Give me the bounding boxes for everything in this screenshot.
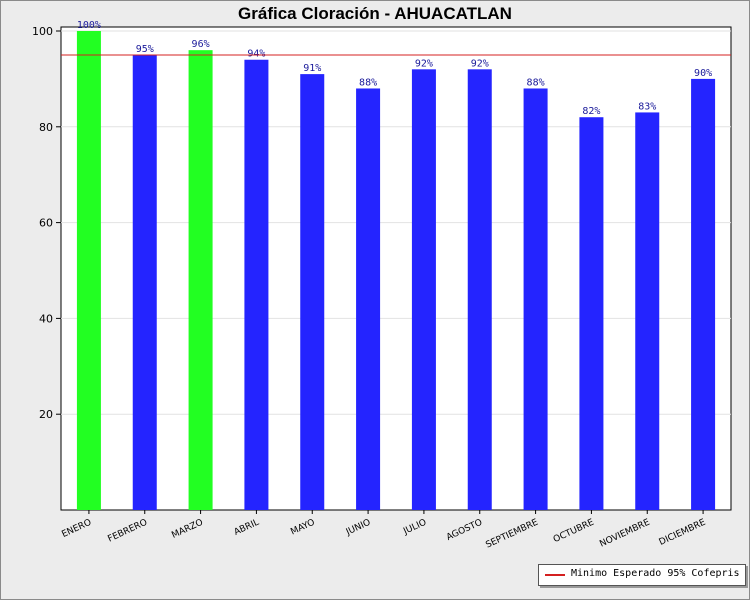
data-label: 83%: [638, 101, 656, 112]
data-label: 90%: [694, 68, 712, 79]
bar: [523, 88, 548, 510]
x-tick-label: SEPTIEMBRE: [484, 518, 540, 551]
x-tick-label: JUNIO: [344, 518, 372, 538]
data-label: 92%: [471, 58, 489, 69]
x-tick-label: AGOSTO: [445, 518, 484, 543]
x-tick-label: MARZO: [170, 518, 205, 541]
bar: [188, 50, 213, 510]
x-tick-label: ABRIL: [233, 518, 261, 538]
legend-line-swatch: [545, 574, 565, 576]
y-tick-label: 40: [39, 312, 53, 325]
x-axis: ENERO FEBRERO MARZO ABRIL MAYO JUNIO JULIO AGOS…: [60, 510, 708, 551]
data-label: 91%: [303, 63, 321, 74]
bar: [300, 74, 325, 511]
data-label: 88%: [359, 77, 377, 88]
grid-lines: [61, 30, 731, 415]
bar: [467, 69, 492, 510]
data-label: 88%: [527, 77, 545, 88]
bar: [691, 78, 716, 511]
data-label: 82%: [582, 106, 600, 117]
x-tick-label: MAYO: [289, 518, 316, 538]
bar: [132, 54, 157, 510]
y-tick-label: 60: [39, 217, 53, 230]
x-tick-label: NOVIEMBRE: [598, 518, 651, 550]
chart-title: Gráfica Cloración - AHUACATLAN: [238, 4, 512, 23]
x-tick-label: ENERO: [60, 518, 93, 540]
x-tick-label: FEBRERO: [106, 518, 149, 545]
y-tick-label: 100: [32, 25, 53, 38]
data-labels: 100% 95% 96% 94% 91% 88% 92% 92% 88% 82% 83% 90%: [77, 20, 712, 117]
bar: [76, 31, 101, 510]
y-tick-label: 20: [39, 408, 53, 421]
legend-label: Minimo Esperado 95% Cofepris: [571, 568, 740, 579]
y-axis: 20 40 60 80 100: [32, 25, 61, 421]
data-label: 94%: [247, 49, 265, 60]
y-tick-label: 80: [39, 121, 53, 134]
data-label: 96%: [192, 39, 210, 50]
legend: Minimo Esperado 95% Cofepris: [538, 564, 746, 586]
data-label: 92%: [415, 58, 433, 69]
bars: [76, 31, 716, 511]
x-tick-label: OCTUBRE: [552, 518, 596, 546]
bar: [411, 69, 436, 510]
x-tick-label: JULIO: [401, 518, 428, 538]
bar: [244, 59, 269, 511]
bar: [356, 88, 381, 510]
plot-area: [60, 26, 732, 511]
x-tick-label: DICIEMBRE: [658, 518, 708, 548]
data-label: 95%: [136, 44, 154, 55]
bar: [635, 112, 660, 511]
data-label: 100%: [77, 20, 101, 31]
bar: [579, 117, 604, 510]
